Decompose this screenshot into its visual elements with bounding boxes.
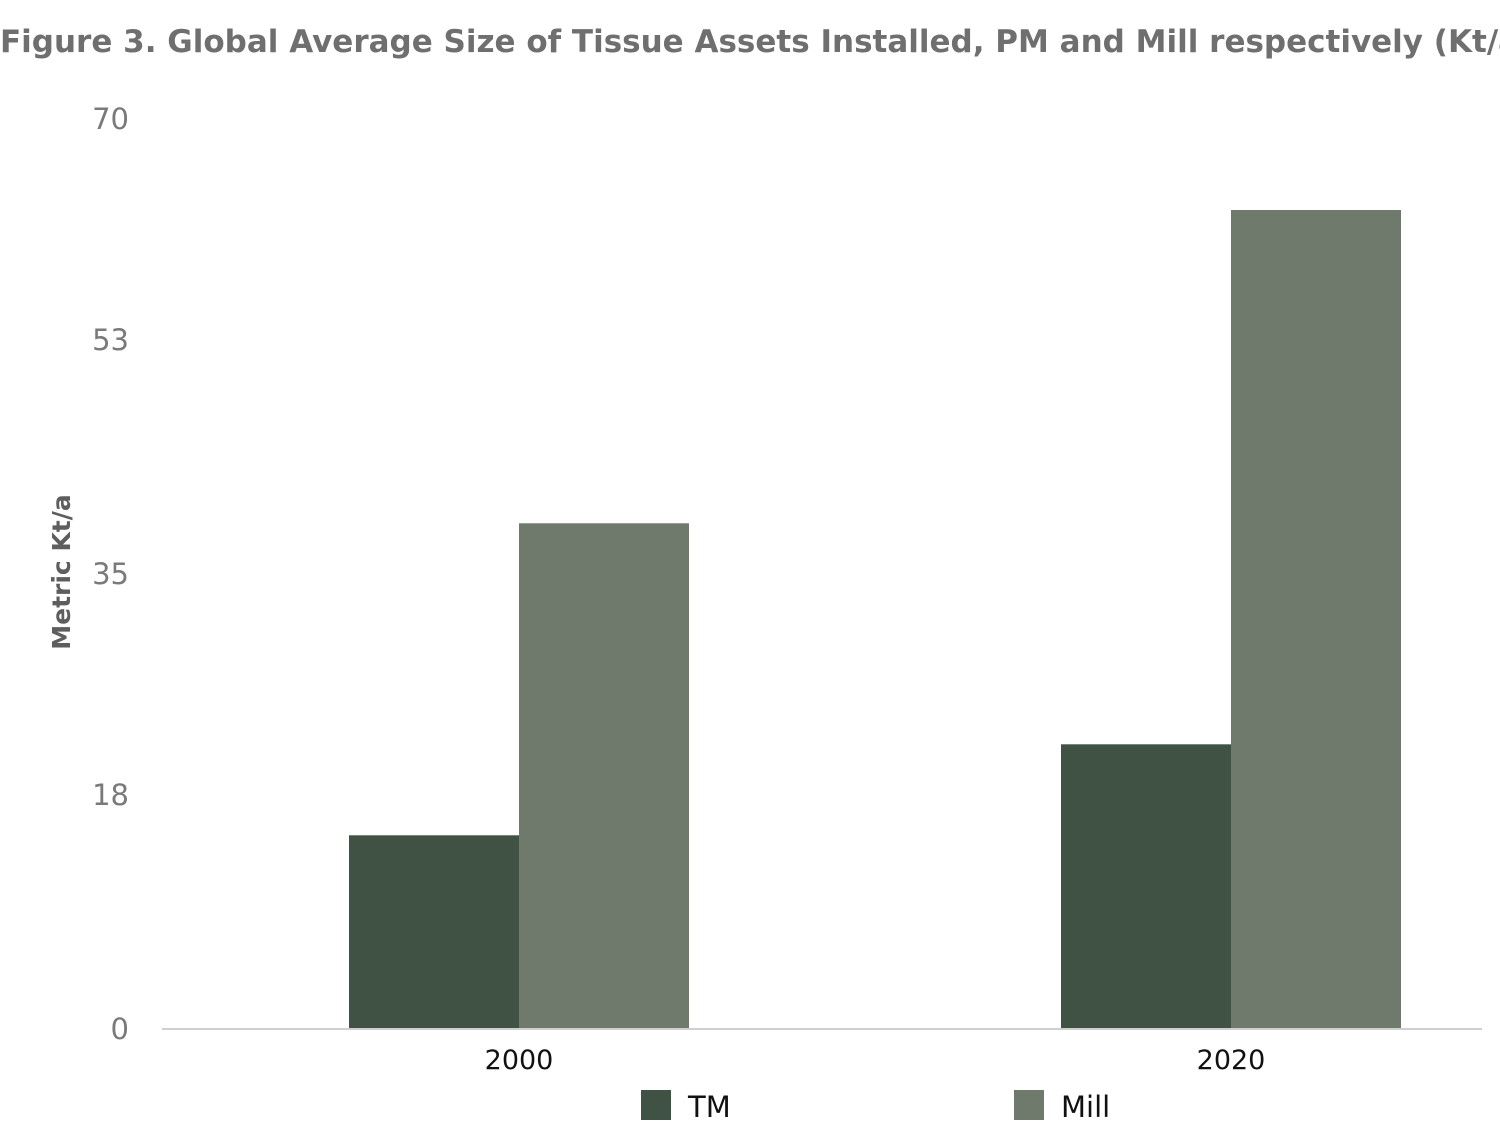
legend-label-mill: Mill xyxy=(1061,1090,1110,1124)
legend-swatch-mill xyxy=(1014,1090,1044,1120)
legend-label-tm: TM xyxy=(687,1090,731,1124)
x-tick-label: 2020 xyxy=(1197,1045,1266,1076)
y-tick-label: 53 xyxy=(92,323,129,357)
legend: TM Mill xyxy=(641,1090,1110,1124)
y-tick-label: 18 xyxy=(92,778,129,812)
x-tick-label: 2000 xyxy=(485,1045,554,1076)
y-axis-label: Metric Kt/a xyxy=(47,494,76,650)
y-tick-label: 70 xyxy=(92,102,129,136)
bar-tm-2000 xyxy=(349,835,519,1029)
bar-mill-2020 xyxy=(1231,210,1401,1029)
bar-tm-2020 xyxy=(1061,744,1231,1029)
bar-mill-2000 xyxy=(519,523,689,1029)
legend-swatch-tm xyxy=(641,1090,671,1120)
x-axis-labels: 2000 2020 xyxy=(485,1045,1266,1076)
y-axis-ticks: 0 18 35 53 70 xyxy=(92,102,129,1046)
y-tick-label: 0 xyxy=(111,1012,129,1046)
chart-title: Figure 3. Global Average Size of Tissue … xyxy=(0,24,1500,60)
bars xyxy=(349,210,1401,1029)
y-tick-label: 35 xyxy=(92,557,129,591)
